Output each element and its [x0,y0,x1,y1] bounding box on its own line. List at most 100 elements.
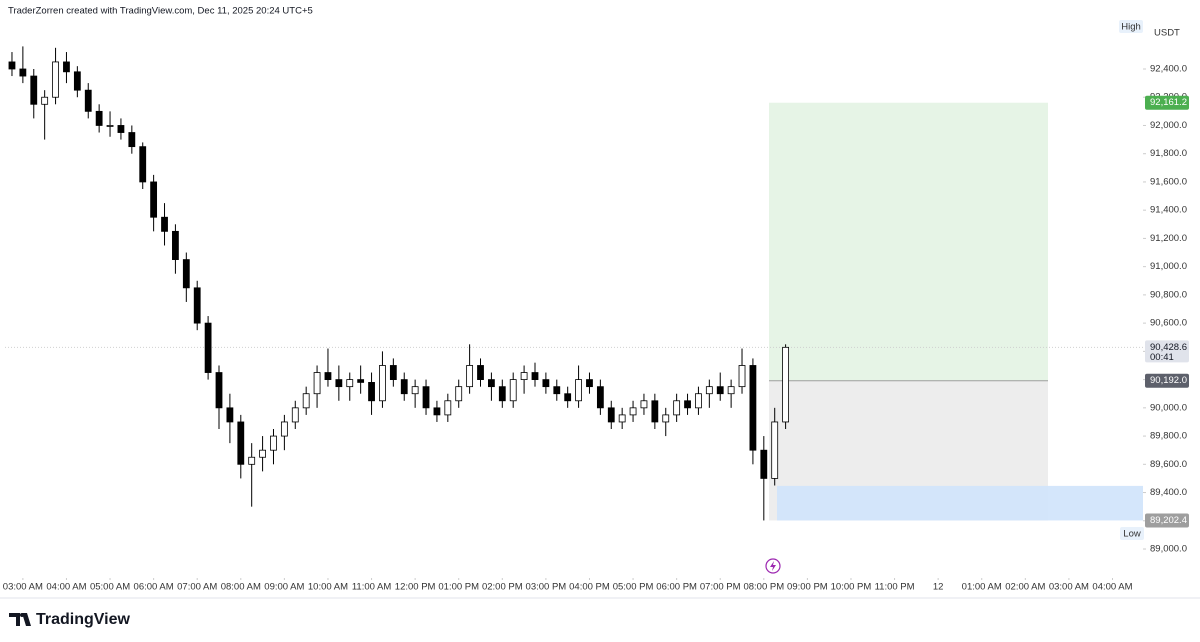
candle-body [8,61,16,70]
x-tick-label: 08:00 AM [221,582,261,593]
last-price-countdown: 00:41 [1150,352,1174,363]
candle-body [150,181,158,218]
target-price-label: 92,161.2 [1150,97,1187,108]
candle-body [313,372,321,395]
candle-body [73,71,81,91]
candle-body [455,386,463,402]
candle-body [139,146,147,183]
x-tick-label: 04:00 AM [1092,582,1132,593]
x-tick-label: 09:00 AM [264,582,304,593]
y-tick-label: 90,800.0 [1150,289,1187,300]
candle-body [662,414,670,423]
candle-body [673,400,681,416]
logo [9,613,31,626]
candle-body [422,386,430,409]
candle-body [280,421,288,437]
candle-body [346,379,354,388]
x-tick-label: 07:00 PM [700,582,741,593]
y-tick-label: 91,200.0 [1150,233,1187,244]
candle-body [161,216,168,232]
x-tick-label: 12:00 PM [395,582,436,593]
candle-body [716,386,724,395]
candle-body [368,382,375,402]
candle-body [411,386,419,395]
candle-body [466,365,474,388]
header-text: TraderZorren created with TradingView.co… [8,6,313,17]
candle-body [215,372,223,409]
x-tick-label: 01:00 AM [962,582,1002,593]
candle-body [640,400,648,409]
candle-body [564,393,572,402]
y-tick-label: 92,000.0 [1150,120,1187,131]
y-tick-label: 89,400.0 [1150,487,1187,498]
stop-price-badge [1145,513,1189,528]
candle-body [575,379,582,402]
candle-body [226,407,234,423]
candle-body [41,96,49,105]
y-tick-label: 89,600.0 [1150,459,1187,470]
candle-body [259,449,266,458]
candle-body [782,346,790,423]
entry-price-label: 90,192.0 [1150,375,1187,386]
candle-body [771,421,779,479]
x-tick-label: 10:00 AM [308,582,348,593]
candle-body [531,372,539,380]
candle-body [433,407,441,416]
x-tick-label: 02:00 AM [1005,582,1045,593]
y-tick-label: 89,800.0 [1150,431,1187,442]
candle-body [302,393,310,409]
y-tick-label: 91,800.0 [1150,148,1187,159]
y-tick-label: 90,600.0 [1150,318,1187,329]
candle-body [172,230,179,260]
candle-body [379,365,386,402]
candle-body [684,400,691,409]
x-tick-label: 06:00 AM [134,582,174,593]
stop-price-label: 89,202.4 [1150,515,1187,526]
last-price-badge [1145,340,1189,363]
candle-body [357,379,365,383]
candle-body [400,379,408,395]
candle-body [324,372,332,380]
candle-body [705,386,713,395]
candle-body [488,379,495,388]
candle-body [30,75,38,105]
x-tick-label: 06:00 PM [656,582,697,593]
candle-body [52,61,59,98]
target-area [769,102,1048,381]
y-tick-label: 90,000.0 [1150,402,1187,413]
candle-body [760,449,768,479]
x-tick-label: 03:00 PM [526,582,567,593]
last-price-label: 90,428.6 [1150,342,1187,353]
candle-body [542,379,550,388]
low-badge [1120,527,1144,540]
candle-body [291,407,299,423]
candle-body [509,379,517,402]
x-tick-label: 01:00 PM [438,582,479,593]
candle-body [84,89,92,112]
candle-body [738,365,746,388]
x-tick-label: 02:00 PM [482,582,523,593]
x-tick-label: 04:00 PM [569,582,610,593]
candle-body [651,400,659,423]
candle-body [204,322,212,373]
low-label: Low [1123,529,1141,540]
x-tick-label: 03:00 AM [3,582,43,593]
currency: USDT [1154,28,1180,39]
candle-body [237,421,245,465]
high-badge [1119,20,1143,33]
entry-price-badge [1145,373,1189,388]
x-tick-label: 08:00 PM [743,582,784,593]
candle-body [596,386,604,409]
candle-body [749,365,757,451]
high-label: High [1121,22,1141,33]
event-icon [765,558,781,574]
x-tick-label: 05:00 AM [90,582,130,593]
candle-body [117,125,125,133]
candle-body [106,125,114,127]
x-tick-label: 12 [933,582,944,593]
candle-body [248,456,256,465]
candle-body [520,372,528,380]
zone [777,485,1143,521]
x-tick-label: 04:00 AM [46,582,86,593]
candle-body [553,386,561,395]
